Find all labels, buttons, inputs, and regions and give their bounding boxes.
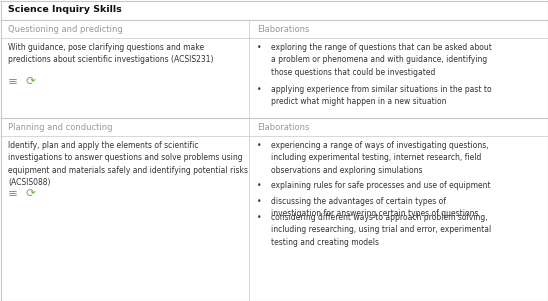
Text: experiencing a range of ways of investigating questions,
including experimental : experiencing a range of ways of investig…	[271, 141, 489, 175]
Text: exploring the range of questions that can be asked about
a problem or phenomena : exploring the range of questions that ca…	[271, 43, 492, 77]
Text: With guidance, pose clarifying questions and make
predictions about scientific i: With guidance, pose clarifying questions…	[8, 43, 214, 64]
Text: ⟳: ⟳	[26, 187, 36, 200]
Text: considering different ways to approach problem solving,
including researching, u: considering different ways to approach p…	[271, 213, 492, 247]
Text: Questioning and predicting: Questioning and predicting	[8, 24, 123, 33]
Text: Planning and conducting: Planning and conducting	[8, 123, 112, 132]
Text: Science Inquiry Skills: Science Inquiry Skills	[8, 5, 122, 14]
Text: •: •	[258, 197, 262, 206]
Text: •: •	[258, 213, 262, 222]
Text: Elaborations: Elaborations	[258, 123, 310, 132]
Text: •: •	[258, 181, 262, 190]
Text: discussing the advantages of certain types of
investigation for answering certai: discussing the advantages of certain typ…	[271, 197, 479, 219]
Text: ⟳: ⟳	[26, 75, 36, 88]
Text: explaining rules for safe processes and use of equipment: explaining rules for safe processes and …	[271, 181, 491, 190]
Text: •: •	[258, 85, 262, 94]
Text: •: •	[258, 141, 262, 150]
Text: •: •	[258, 43, 262, 52]
Text: ≡: ≡	[8, 75, 18, 88]
Text: Elaborations: Elaborations	[258, 24, 310, 33]
Text: applying experience from similar situations in the past to
predict what might ha: applying experience from similar situati…	[271, 85, 492, 107]
Text: Identify, plan and apply the elements of scientific
investigations to answer que: Identify, plan and apply the elements of…	[8, 141, 248, 188]
Text: ≡: ≡	[8, 187, 18, 200]
